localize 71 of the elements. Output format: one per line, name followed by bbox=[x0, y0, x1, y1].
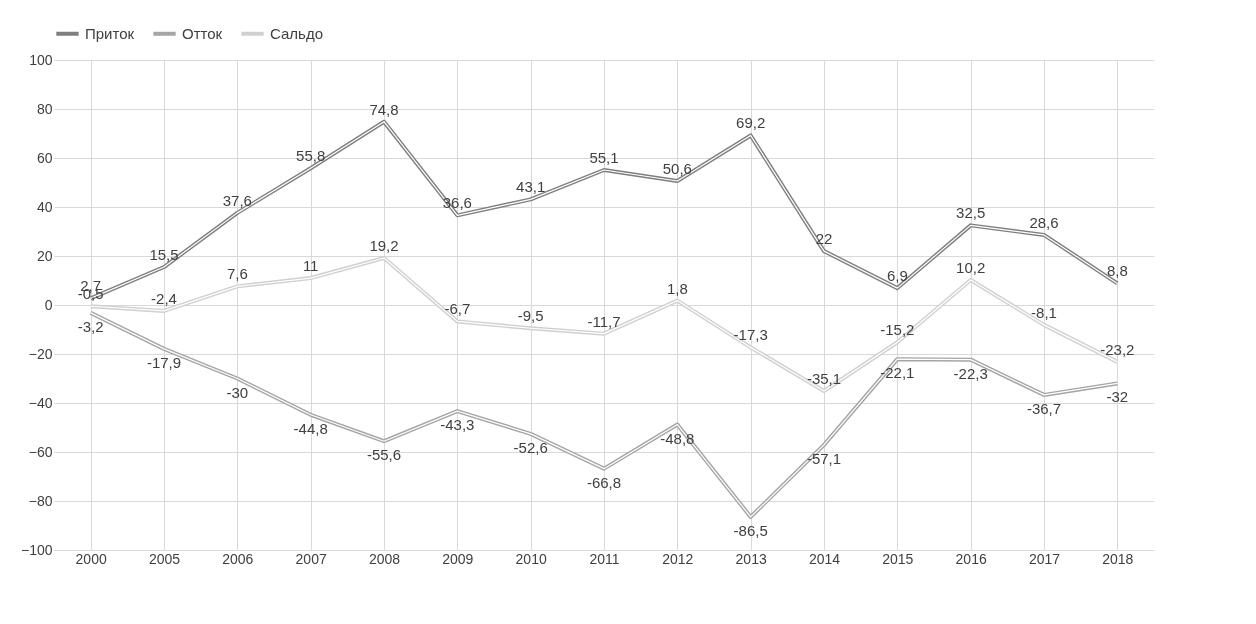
y-tick-label: −40 bbox=[28, 394, 53, 411]
data-label: 37,6 bbox=[222, 191, 252, 209]
x-tick-label: 2008 bbox=[368, 550, 401, 567]
x-tick-label: 2009 bbox=[442, 550, 474, 567]
data-label: -2,4 bbox=[151, 289, 177, 307]
x-tick-label: 2017 bbox=[1028, 550, 1061, 567]
legend-label: Приток bbox=[85, 24, 135, 42]
data-label: -30 bbox=[226, 383, 249, 401]
data-label: -11,7 bbox=[587, 312, 621, 330]
y-tick-label: −100 bbox=[20, 541, 53, 558]
data-label: -22,3 bbox=[953, 364, 988, 382]
data-label: -52,6 bbox=[513, 438, 548, 456]
data-label: 55,8 bbox=[296, 147, 326, 165]
x-tick-label: 2000 bbox=[75, 550, 107, 567]
data-label: 28,6 bbox=[1029, 213, 1059, 231]
legend-label: Отток bbox=[182, 24, 223, 42]
y-tick-label: −60 bbox=[28, 443, 53, 460]
x-tick-label: 2011 bbox=[589, 550, 620, 567]
data-label: -36,7 bbox=[1026, 399, 1062, 417]
data-label: -57,1 bbox=[806, 449, 842, 467]
y-tick-label: 100 bbox=[29, 51, 53, 68]
y-tick-label: 40 bbox=[36, 198, 53, 215]
x-tick-label: 2015 bbox=[882, 550, 914, 567]
data-label: 8,8 bbox=[1106, 262, 1128, 280]
data-label: 50,6 bbox=[662, 160, 692, 178]
data-label: -43,3 bbox=[440, 416, 475, 434]
data-label: 19,2 bbox=[369, 236, 399, 254]
data-label: -8,1 bbox=[1031, 303, 1057, 321]
data-label: 74,8 bbox=[369, 100, 399, 118]
data-label: -17,3 bbox=[733, 326, 768, 344]
data-label: 6,9 bbox=[886, 267, 908, 285]
data-label: 55,1 bbox=[589, 149, 619, 167]
x-tick-label: 2013 bbox=[735, 550, 767, 567]
x-tick-label: 2016 bbox=[955, 550, 987, 567]
data-label: -66,8 bbox=[586, 473, 622, 491]
data-label: -15,2 bbox=[880, 321, 915, 339]
data-label: 32,5 bbox=[956, 204, 986, 222]
x-tick-label: 2018 bbox=[1102, 550, 1134, 567]
x-tick-label: 2012 bbox=[662, 550, 694, 567]
x-tick-label: 2014 bbox=[808, 550, 841, 567]
y-tick-label: 80 bbox=[36, 100, 53, 117]
x-tick-label: 2007 bbox=[295, 550, 327, 567]
data-label: 43,1 bbox=[516, 178, 546, 196]
y-tick-label: −20 bbox=[28, 345, 53, 362]
data-label: -17,9 bbox=[146, 353, 182, 371]
data-label: -22,1 bbox=[880, 364, 915, 382]
x-tick-label: 2006 bbox=[222, 550, 254, 567]
data-label: -6,7 bbox=[444, 300, 471, 318]
data-label: 7,6 bbox=[226, 265, 248, 283]
y-tick-label: 0 bbox=[44, 296, 53, 313]
y-tick-label: −80 bbox=[28, 492, 53, 509]
data-label: -86,5 bbox=[733, 521, 768, 539]
legend-label: Сальдо bbox=[270, 24, 324, 42]
data-label: -23,2 bbox=[1100, 340, 1135, 358]
data-label: -55,6 bbox=[366, 446, 402, 464]
y-tick-label: 60 bbox=[36, 149, 53, 166]
data-label: 11 bbox=[302, 257, 319, 275]
data-label: 69,2 bbox=[736, 114, 766, 132]
data-label: -35,1 bbox=[806, 369, 842, 387]
data-label: 15,5 bbox=[149, 246, 179, 264]
data-label: -3,2 bbox=[77, 317, 104, 335]
data-label: 22 bbox=[815, 230, 833, 248]
data-label: 10,2 bbox=[956, 259, 986, 277]
y-tick-label: 20 bbox=[36, 247, 53, 264]
x-tick-label: 2005 bbox=[148, 550, 181, 567]
x-tick-label: 2010 bbox=[515, 550, 547, 567]
data-label: -44,8 bbox=[293, 419, 328, 437]
data-label: 1,8 bbox=[666, 279, 688, 297]
data-label: -9,5 bbox=[517, 307, 544, 325]
data-label: -48,8 bbox=[660, 429, 695, 447]
data-label: -32 bbox=[1106, 388, 1129, 406]
